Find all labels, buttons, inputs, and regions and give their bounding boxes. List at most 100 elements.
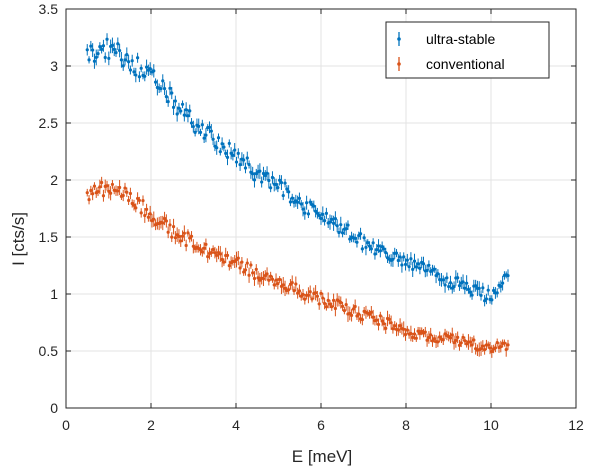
data-point <box>180 102 185 106</box>
data-point <box>206 255 210 259</box>
data-point <box>125 190 129 194</box>
data-point <box>378 249 382 253</box>
data-point <box>486 343 490 347</box>
data-point <box>292 289 296 293</box>
data-point <box>384 251 388 255</box>
data-point <box>414 336 418 340</box>
data-point <box>474 284 478 288</box>
data-point <box>355 240 359 244</box>
data-point <box>243 166 248 170</box>
x-tick-label: 6 <box>317 417 325 433</box>
data-point <box>287 288 291 292</box>
data-point <box>202 246 206 250</box>
data-point <box>177 106 181 110</box>
data-point <box>222 260 226 264</box>
data-point <box>389 321 393 325</box>
data-point <box>466 287 471 292</box>
data-point <box>270 175 275 180</box>
data-point <box>227 264 231 268</box>
x-tick-label: 0 <box>62 417 70 433</box>
data-point <box>396 328 400 332</box>
data-point <box>470 293 474 297</box>
data-point <box>409 331 413 336</box>
data-point <box>423 330 427 334</box>
data-point <box>411 267 415 272</box>
data-point <box>109 191 113 195</box>
data-point <box>405 258 409 262</box>
data-point <box>430 339 435 343</box>
data-point <box>340 304 345 308</box>
x-tick-label: 12 <box>568 417 584 433</box>
data-point <box>321 296 325 300</box>
data-point <box>421 262 426 266</box>
data-point <box>344 227 348 231</box>
data-point <box>218 150 222 154</box>
data-point <box>283 181 287 185</box>
data-point <box>85 191 89 195</box>
data-point <box>369 247 373 251</box>
data-point <box>461 335 465 339</box>
data-point <box>135 56 140 60</box>
data-point <box>319 216 323 221</box>
data-point <box>324 305 328 309</box>
data-point <box>349 313 354 317</box>
data-point <box>331 221 336 225</box>
data-point <box>432 337 436 341</box>
data-point <box>186 114 190 118</box>
data-point <box>92 184 97 188</box>
data-point <box>468 290 472 294</box>
data-point <box>200 123 204 127</box>
data-point <box>98 185 102 189</box>
data-point <box>116 189 120 193</box>
data-point <box>324 211 328 215</box>
data-point <box>137 75 141 79</box>
data-point <box>481 286 485 290</box>
x-tick-label: 10 <box>483 417 499 433</box>
data-point <box>198 248 203 252</box>
data-point <box>427 335 431 340</box>
data-point <box>501 281 505 285</box>
data-point <box>459 341 463 345</box>
data-point <box>91 192 95 196</box>
data-point <box>319 291 323 295</box>
data-point <box>317 302 321 306</box>
data-point <box>403 332 408 337</box>
data-point <box>236 151 240 155</box>
data-point <box>118 185 122 190</box>
data-point <box>425 268 429 273</box>
data-point <box>180 234 185 238</box>
data-point <box>123 58 127 62</box>
data-point <box>394 251 399 255</box>
data-point <box>132 70 136 74</box>
data-point <box>342 308 346 313</box>
data-point <box>233 148 237 152</box>
data-point <box>130 59 134 63</box>
data-point <box>137 198 141 203</box>
data-point <box>447 284 451 289</box>
data-point <box>276 282 280 286</box>
data-point <box>179 239 183 243</box>
series-ultra-stable <box>85 33 510 307</box>
data-point <box>125 52 129 57</box>
axes: 0 2 4 6 8 10 12 0 0.5 1 1.5 2 2.5 3 3.5 <box>39 1 584 433</box>
data-point <box>414 265 418 269</box>
data-point <box>164 95 168 99</box>
data-point <box>492 288 496 293</box>
data-point <box>105 37 109 41</box>
data-point <box>209 251 213 255</box>
data-point <box>416 262 420 266</box>
data-point <box>387 317 391 321</box>
x-axis-label: E [meV] <box>292 447 352 466</box>
data-point <box>339 300 343 305</box>
data-point <box>448 336 453 340</box>
data-point <box>179 109 183 113</box>
data-point <box>375 318 379 322</box>
legend: ultra-stable conventional <box>385 21 550 79</box>
data-point <box>265 272 269 276</box>
data-point <box>463 286 467 290</box>
data-point <box>209 129 213 133</box>
data-point <box>398 255 402 259</box>
data-point <box>402 327 406 331</box>
data-point <box>330 305 334 309</box>
y-tick-label: 3.5 <box>39 1 59 17</box>
